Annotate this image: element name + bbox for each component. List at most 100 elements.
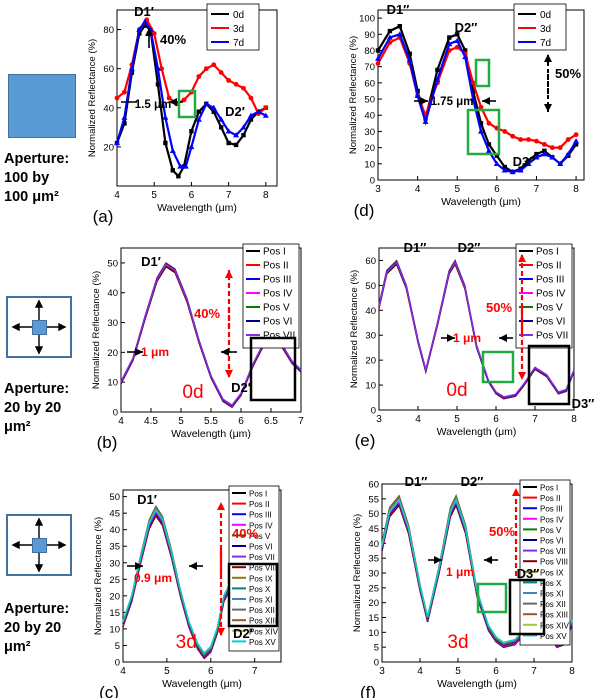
data-point xyxy=(170,168,176,173)
y-axis-label: Normalized Reflectance (%) xyxy=(352,514,363,632)
x-tick-label: 5.5 xyxy=(204,416,218,427)
data-point xyxy=(518,137,524,142)
legend-entry: Pos I xyxy=(249,490,267,499)
highlight-box xyxy=(466,108,501,156)
data-point xyxy=(446,41,453,47)
legend-entry: Pos VIII xyxy=(540,558,568,567)
y-axis-label: Normalized Reflectance (%) xyxy=(87,39,98,157)
width-arrow-head xyxy=(447,334,455,342)
peak-label-d1: D1′ xyxy=(141,254,161,269)
legend-entry: Pos V xyxy=(263,303,290,314)
aperture-square-small xyxy=(32,320,47,335)
x-axis-label: Wavelength (μm) xyxy=(157,202,237,214)
legend-entry: Pos VI xyxy=(263,317,292,328)
move-arrows-icon xyxy=(11,299,67,355)
peak-label-d3: D3″ xyxy=(572,396,595,411)
data-point xyxy=(485,147,492,154)
legend-entry: 3d xyxy=(540,24,551,35)
x-tick-label: 8 xyxy=(573,184,579,195)
panel-label: (e) xyxy=(355,431,376,450)
data-point xyxy=(549,145,555,151)
y-tick-label: 55 xyxy=(368,494,379,505)
data-point xyxy=(114,95,120,101)
x-tick-label: 7 xyxy=(252,666,258,677)
data-point xyxy=(557,145,563,151)
y-tick-label: 100 xyxy=(359,14,375,25)
data-point xyxy=(122,121,127,126)
highlight-box xyxy=(474,58,491,88)
data-point xyxy=(573,142,579,147)
legend-entry: Pos VII xyxy=(536,331,568,342)
data-point xyxy=(509,168,516,175)
y-tick-label: 0 xyxy=(370,176,375,187)
data-point xyxy=(169,147,176,153)
data-point xyxy=(154,65,161,71)
data-point xyxy=(486,120,492,126)
panel-label: (f) xyxy=(360,683,376,698)
y-tick-label: 60 xyxy=(368,480,379,491)
y-tick-label: 0 xyxy=(115,658,120,669)
y-axis-label: Normalized Reflectance (%) xyxy=(348,36,359,154)
x-tick-label: 8 xyxy=(569,666,575,677)
data-point xyxy=(375,61,381,66)
y-tick-label: 40 xyxy=(109,525,120,536)
series-line xyxy=(115,24,267,179)
x-axis-label: Wavelength (μm) xyxy=(441,196,521,208)
highlight-box xyxy=(527,344,571,406)
x-tick-label: 5 xyxy=(454,414,460,425)
data-point xyxy=(241,132,246,138)
data-point xyxy=(226,78,232,83)
dip-arrow-head xyxy=(518,254,526,262)
legend-entry: 3d xyxy=(233,24,244,35)
data-point xyxy=(549,154,556,160)
y-tick-label: 5 xyxy=(115,641,120,652)
legend-entry: Pos II xyxy=(249,500,269,509)
data-point xyxy=(455,32,460,37)
aperture-column: Aperture: 100 by 100 μm² Aperture: 20 by… xyxy=(0,0,108,698)
y-tick-label: 45 xyxy=(368,524,379,535)
data-point xyxy=(248,117,254,122)
y-tick-label: 35 xyxy=(368,554,379,565)
y-tick-label: 45 xyxy=(109,509,120,520)
data-point xyxy=(166,95,172,101)
data-point xyxy=(493,160,500,167)
dip-arrow-head xyxy=(145,28,153,36)
highlight-box xyxy=(481,350,515,384)
data-point xyxy=(211,62,217,68)
panel-label: (d) xyxy=(354,201,375,220)
x-tick-label: 4.5 xyxy=(144,416,158,427)
y-tick-label: 90 xyxy=(364,30,375,41)
data-point xyxy=(233,142,239,148)
peak-label-d1: D1″ xyxy=(404,240,427,255)
legend-entry: Pos I xyxy=(263,247,286,258)
data-point xyxy=(573,132,579,138)
legend-entry: Pos V xyxy=(536,303,563,314)
y-tick-label: 40 xyxy=(368,539,379,550)
legend-entry: Pos III xyxy=(249,511,272,520)
panel-label: (c) xyxy=(99,683,119,698)
data-point xyxy=(262,112,269,118)
day-label: 3d xyxy=(176,632,197,653)
data-point xyxy=(386,34,393,40)
x-tick-label: 6 xyxy=(189,190,195,201)
aperture-frame-2 xyxy=(6,296,72,358)
y-tick-label: 25 xyxy=(109,575,120,586)
data-point xyxy=(534,151,539,157)
width-label: 1 μm xyxy=(446,565,474,579)
width-label: 1.75 μm xyxy=(431,96,474,108)
panel-label: (a) xyxy=(93,207,114,226)
legend-entry: Pos X xyxy=(540,579,562,588)
data-point xyxy=(263,105,269,111)
x-tick-label: 7 xyxy=(531,666,537,677)
legend-entry: Pos XII xyxy=(249,606,275,615)
x-tick-label: 5 xyxy=(178,416,184,427)
y-tick-label: 20 xyxy=(368,598,379,609)
data-point xyxy=(406,57,413,63)
dip-arrow-head xyxy=(217,628,225,636)
legend-entry: Pos XI xyxy=(249,596,273,605)
data-point xyxy=(434,76,441,82)
legend-entry: Pos II xyxy=(540,494,560,503)
legend-entry: Pos XIV xyxy=(249,627,279,636)
width-arrow-head xyxy=(484,556,492,564)
highlight-box xyxy=(249,336,297,402)
